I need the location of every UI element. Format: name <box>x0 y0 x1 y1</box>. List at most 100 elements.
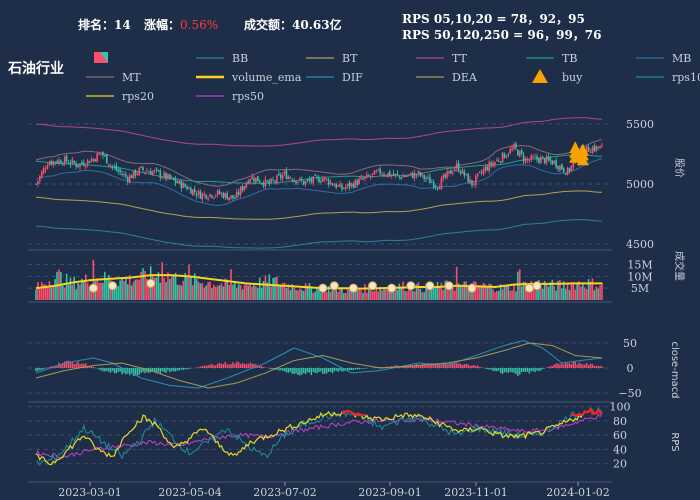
candle-body <box>287 176 290 180</box>
rps-red-highlight <box>571 406 603 417</box>
volume-bar <box>123 281 125 300</box>
macd-hist-bar <box>153 368 156 373</box>
candle-body <box>467 173 469 183</box>
price-axis-label: 股价 <box>673 158 685 178</box>
volume-bar <box>253 283 255 300</box>
candle-body <box>170 177 173 179</box>
candle-body <box>260 182 263 184</box>
macd-hist-bar <box>480 367 483 368</box>
candle-body <box>559 165 561 171</box>
macd-hist-bar <box>528 368 531 374</box>
macd-hist-bar <box>587 365 590 368</box>
candle-body <box>155 168 158 170</box>
candle-body <box>126 177 129 182</box>
candle-body <box>547 156 550 160</box>
volume-bar <box>232 284 234 300</box>
candle-body <box>58 159 60 164</box>
volume-bar <box>543 280 546 300</box>
volume-bar <box>492 289 494 300</box>
volume-bar <box>551 279 554 300</box>
volume-bar <box>452 286 454 300</box>
macd-hist-bar <box>356 368 358 370</box>
candle-body <box>264 178 267 187</box>
macd-hist-bar <box>218 362 221 368</box>
volume-bar <box>316 287 318 300</box>
volume-marker <box>329 281 339 291</box>
macd-hist-bar <box>488 368 490 370</box>
candle-body <box>92 158 95 161</box>
candle-body <box>597 146 599 149</box>
candle-body <box>440 178 443 190</box>
candle-body <box>128 175 131 184</box>
candle-body <box>176 181 179 184</box>
rps-tick-label: 80 <box>613 415 627 428</box>
legend-label-BB: BB <box>232 52 248 65</box>
macd-hist-bar <box>260 365 263 368</box>
volume-bar <box>205 285 207 300</box>
volume-bar <box>102 282 104 300</box>
macd-hist-bar <box>264 367 267 368</box>
macd-hist-bar <box>325 368 328 374</box>
candle-body <box>524 158 527 163</box>
macd-hist-bar <box>171 368 173 372</box>
bt-line <box>35 190 603 220</box>
macd-hist-bar <box>299 368 301 376</box>
candle-body <box>207 198 209 200</box>
volume-bar <box>109 280 112 300</box>
candle-body <box>362 178 364 180</box>
volume-bar <box>379 286 381 300</box>
candle-body <box>402 176 404 178</box>
candle-body <box>469 179 471 184</box>
candle-body <box>84 165 87 167</box>
macd-hist-bar <box>119 368 121 372</box>
macd-hist-bar <box>452 363 454 368</box>
legend-label-rps10: rps10 <box>672 71 700 84</box>
candle-body <box>392 173 395 176</box>
candle-body <box>325 178 328 180</box>
candle-body <box>408 174 410 176</box>
volume-bar <box>260 287 263 300</box>
macd-hist-bar <box>364 368 366 369</box>
volume-bar <box>478 285 481 300</box>
volume-bar <box>308 283 311 300</box>
macd-hist-bar <box>498 368 500 371</box>
volume-bar <box>385 288 387 300</box>
volume-bar <box>392 292 395 300</box>
volume-bar <box>383 288 385 300</box>
volume-tick-label: 5M <box>631 282 649 295</box>
candle-body <box>117 169 120 172</box>
macd-hist-bar <box>568 363 571 368</box>
macd-hist-bar <box>232 362 234 368</box>
macd-hist-bar <box>205 365 207 368</box>
candle-body <box>528 159 531 161</box>
tt-line <box>35 117 603 147</box>
volume-bar <box>279 284 282 300</box>
volume-bar <box>272 278 274 300</box>
macd-hist-bar <box>180 368 183 370</box>
candle-body <box>88 161 91 164</box>
candle-body <box>144 171 146 173</box>
macd-hist-bar <box>505 368 508 373</box>
macd-hist-bar <box>547 366 550 368</box>
volume-bar <box>474 281 477 300</box>
candle-body <box>323 177 326 180</box>
candle-body <box>270 178 272 183</box>
volume-bar <box>517 271 519 300</box>
volume-bar <box>358 289 360 300</box>
volume-bar <box>207 282 209 300</box>
candle-body <box>448 170 450 174</box>
macd-hist-bar <box>107 368 110 372</box>
candle-body <box>572 161 575 168</box>
volume-bar <box>534 281 536 300</box>
candle-body <box>96 153 98 163</box>
volume-bar <box>396 289 399 300</box>
macd-hist-bar <box>454 363 456 368</box>
candle-body <box>279 174 282 179</box>
candle-body <box>60 160 62 164</box>
macd-hist-bar <box>419 365 422 368</box>
volume-bar <box>237 284 240 300</box>
candle-body <box>174 178 177 183</box>
volume-bar <box>170 276 173 300</box>
candle-body <box>67 162 70 164</box>
candle-body <box>130 175 133 179</box>
